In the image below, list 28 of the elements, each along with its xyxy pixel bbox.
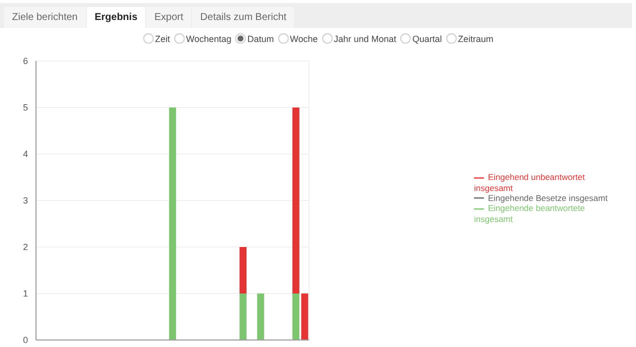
bar: [301, 294, 308, 340]
bar: [169, 108, 176, 340]
bar: [292, 294, 300, 340]
text: Jahr und Monat: [334, 34, 396, 44]
text: Wochentag: [186, 34, 232, 44]
bar: [240, 247, 247, 294]
y-tick-label: 2: [22, 242, 28, 252]
bar: [257, 294, 264, 340]
bar: [292, 108, 300, 294]
y-tick-label: 3: [22, 196, 28, 206]
text: Ziele berichten: [4, 7, 86, 28]
y-tick-label: 0: [22, 335, 28, 346]
legend-label: Eingehende beantwortete insgesamt: [474, 203, 585, 224]
y-tick-label: 5: [22, 102, 28, 113]
text: Woche: [290, 34, 318, 44]
text: Details zum Bericht: [192, 7, 294, 28]
text: Export: [146, 7, 192, 28]
y-tick-label: 1: [22, 288, 28, 299]
text: Quartal: [412, 34, 442, 44]
legend-label: Eingehend unbeantwortet insgesamt: [474, 172, 585, 193]
bar: [240, 294, 247, 340]
y-tick-label: 4: [22, 149, 28, 160]
text: Datum: [247, 34, 274, 44]
legend-label: Eingehende Besetze insgesamt: [488, 192, 608, 203]
y-tick-label: 6: [22, 56, 28, 66]
text: Zeitraum: [458, 34, 494, 44]
text: Ergebnis: [86, 7, 146, 28]
text: Zeit: [155, 34, 170, 44]
